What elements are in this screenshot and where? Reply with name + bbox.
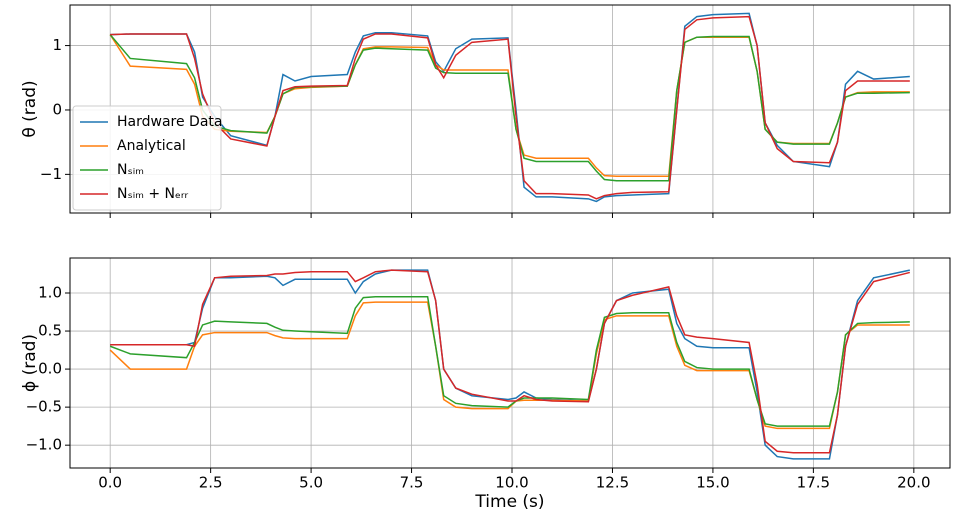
y-tick-label: 0 <box>52 100 62 118</box>
plot-frame <box>69 4 951 214</box>
x-tick-label: 20.0 <box>897 474 930 492</box>
x-tick-label: 12.5 <box>596 474 629 492</box>
y-tick-label: 0.0 <box>38 360 62 378</box>
legend-label: Analytical <box>117 138 186 154</box>
series-line <box>110 269 911 454</box>
series-line <box>109 301 910 430</box>
series-line <box>109 296 910 427</box>
y-axis-label: ϕ (rad) <box>20 334 40 392</box>
y-tick-label: −1 <box>40 165 62 183</box>
x-tick-label: 17.5 <box>797 474 830 492</box>
x-tick-label: 5.0 <box>299 474 323 492</box>
series-line <box>110 269 910 460</box>
x-tick-label: 10.0 <box>495 474 528 492</box>
x-tick-label: 15.0 <box>696 474 729 492</box>
series-line <box>110 12 910 203</box>
series-line <box>110 15 910 200</box>
legend-label: Hardware Data <box>117 114 222 130</box>
y-axis-label: θ (rad) <box>20 80 40 137</box>
y-tick-label: 1.0 <box>38 284 62 302</box>
legend-box <box>72 105 222 211</box>
y-tick-label: 1 <box>52 36 62 54</box>
x-tick-label: 7.5 <box>400 474 424 492</box>
x-axis-label: Time (s) <box>474 492 544 512</box>
legend-label: Nₛᵢₘ <box>117 162 144 178</box>
legend-label: Nₛᵢₘ + Nₑᵣᵣ <box>117 186 188 202</box>
x-tick-label: 2.5 <box>199 474 223 492</box>
x-tick-label: 0.0 <box>98 474 122 492</box>
y-tick-label: −1.0 <box>26 436 62 454</box>
y-tick-label: 0.5 <box>38 322 62 340</box>
plot-frame <box>69 257 951 469</box>
y-tick-label: −0.5 <box>26 398 62 416</box>
